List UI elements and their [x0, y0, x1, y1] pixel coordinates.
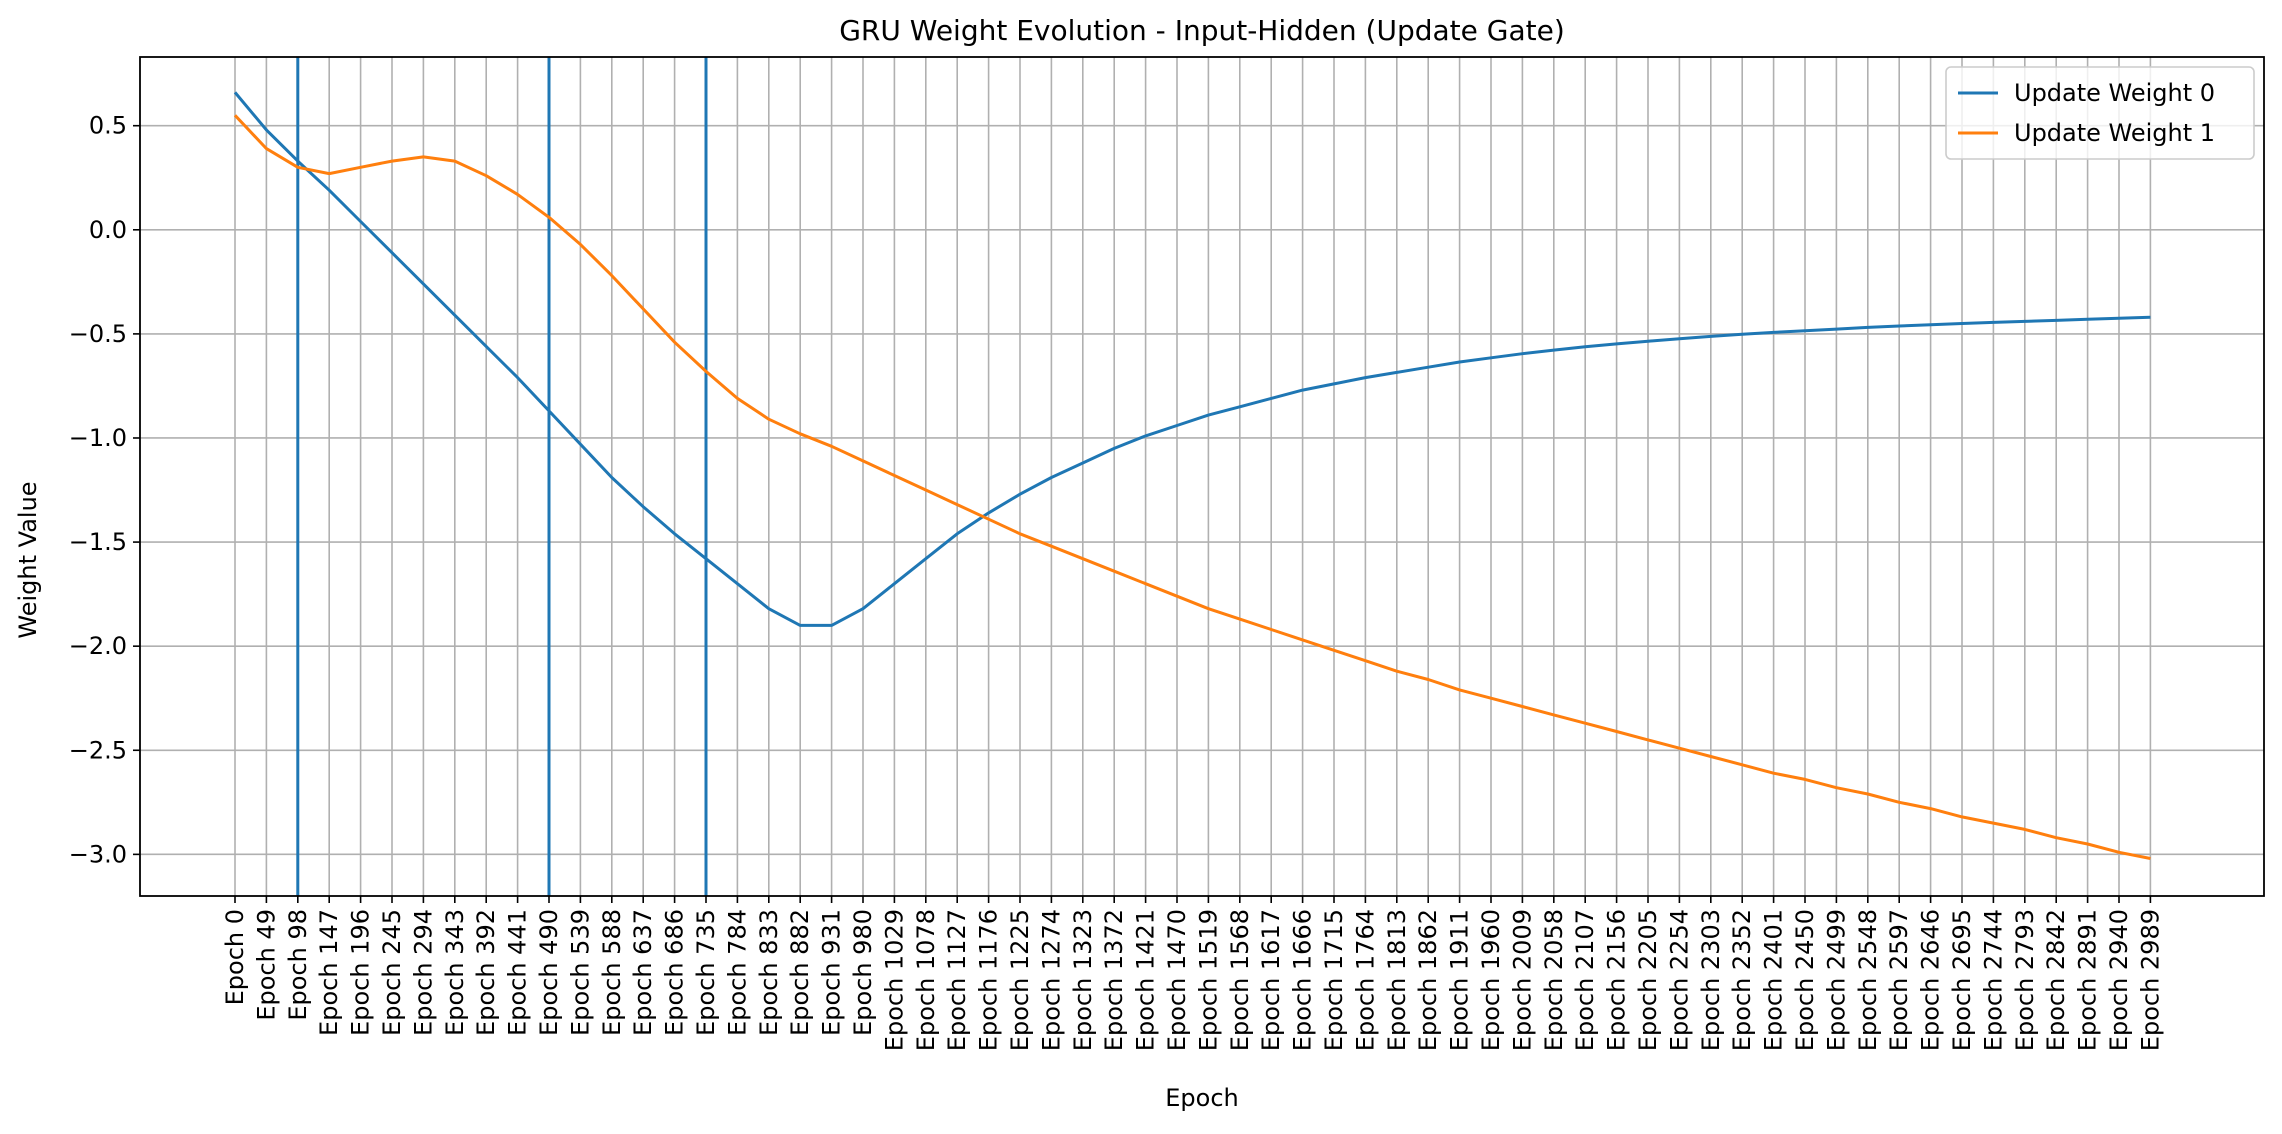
- x-tick-label: Epoch 1666: [1289, 909, 1317, 1051]
- y-tick-label: −0.5: [69, 320, 127, 348]
- x-tick-label: Epoch 2254: [1665, 909, 1693, 1051]
- x-tick-label: Epoch 2303: [1697, 909, 1725, 1051]
- x-tick-label: Epoch 2548: [1854, 909, 1882, 1051]
- x-tick-label: Epoch 2450: [1791, 909, 1819, 1051]
- x-tick-label: Epoch 2597: [1885, 909, 1913, 1051]
- x-tick-label: Epoch 392: [472, 909, 500, 1036]
- x-tick-label: Epoch 1813: [1383, 909, 1411, 1051]
- series-layer: [233, 91, 2151, 860]
- x-tick-label: Epoch 1078: [912, 909, 940, 1051]
- x-tick-label: Epoch 1225: [1006, 909, 1034, 1051]
- x-tick-label: Epoch 2205: [1634, 909, 1662, 1051]
- x-tick-label: Epoch 1323: [1069, 909, 1097, 1051]
- x-tick-label: Epoch 2401: [1760, 909, 1788, 1051]
- x-tick-label: Epoch 1176: [975, 909, 1003, 1051]
- y-axis-label: Weight Value: [14, 481, 42, 638]
- y-tick-label: −1.5: [69, 528, 127, 556]
- y-tick-label: −2.0: [69, 632, 127, 660]
- x-tick-label: Epoch 2646: [1917, 909, 1945, 1051]
- axes: Epoch 0 Epoch 49 Epoch 98 Epoch 147 Epoch 19…: [69, 56, 2265, 1051]
- x-tick-label: Epoch 2058: [1540, 909, 1568, 1051]
- x-tick-label: Epoch 2744: [1979, 909, 2007, 1051]
- x-tick-label: Epoch 2940: [2105, 909, 2133, 1051]
- y-tick-label: −1.0: [69, 424, 127, 452]
- x-tick-label: Epoch 2989: [2136, 909, 2164, 1051]
- x-tick-label: Epoch 2842: [2042, 909, 2070, 1051]
- x-tick-label: Epoch 833: [755, 909, 783, 1036]
- series-line-0: [233, 91, 2151, 627]
- x-tick-label: Epoch 1617: [1257, 909, 1285, 1051]
- legend-label: Update Weight 1: [2014, 119, 2215, 147]
- x-tick-label: Epoch 1911: [1446, 909, 1474, 1051]
- x-tick-label: Epoch 2352: [1728, 909, 1756, 1051]
- x-tick-label: Epoch 882: [786, 909, 814, 1036]
- x-axis-label: Epoch: [1165, 1084, 1239, 1112]
- x-tick-label: Epoch 1568: [1226, 909, 1254, 1051]
- legend: Update Weight 0 Update Weight 1: [1945, 66, 2255, 160]
- x-tick-label: Epoch 637: [629, 909, 657, 1036]
- x-tick-label: Epoch 245: [378, 909, 406, 1036]
- y-tick-label: 0.5: [89, 112, 127, 140]
- x-tick-label: Epoch 588: [598, 909, 626, 1036]
- x-tick-label: Epoch 735: [692, 909, 720, 1036]
- x-tick-label: Epoch 441: [504, 909, 532, 1036]
- x-tick-label: Epoch 1372: [1100, 909, 1128, 1051]
- x-tick-label: Epoch 686: [661, 909, 689, 1036]
- x-tick-label: Epoch 196: [347, 909, 375, 1036]
- x-tick-label: Epoch 1470: [1163, 909, 1191, 1051]
- x-tick-label: Epoch 294: [409, 909, 437, 1036]
- y-tick-label: −3.0: [69, 840, 127, 868]
- y-tick-label: 0.0: [89, 216, 127, 244]
- x-tick-label: Epoch 2499: [1822, 909, 1850, 1051]
- x-tick-label: Epoch 1127: [943, 909, 971, 1051]
- y-tick-label: −2.5: [69, 736, 127, 764]
- x-tick-label: Epoch 2891: [2074, 909, 2102, 1051]
- x-tick-label: Epoch 1029: [880, 909, 908, 1051]
- legend-label: Update Weight 0: [2014, 79, 2215, 107]
- x-tick-label: Epoch 2793: [2011, 909, 2039, 1051]
- chart-title: GRU Weight Evolution - Input-Hidden (Upd…: [839, 14, 1565, 47]
- x-tick-label: Epoch 2156: [1603, 909, 1631, 1051]
- x-tick-label: Epoch 343: [441, 909, 469, 1036]
- x-tick-label: Epoch 784: [723, 909, 751, 1036]
- x-tick-label: Epoch 1274: [1037, 909, 1065, 1051]
- series-line-1: [233, 114, 2151, 860]
- x-tick-label: Epoch 1960: [1477, 909, 1505, 1051]
- marker-lines: [296, 57, 708, 896]
- x-tick-label: Epoch 2009: [1508, 909, 1536, 1051]
- legend-box: [1945, 66, 2255, 160]
- x-tick-label: Epoch 0: [221, 909, 249, 1005]
- x-tick-label: Epoch 2107: [1571, 909, 1599, 1051]
- x-tick-label: Epoch 1862: [1414, 909, 1442, 1051]
- x-tick-label: Epoch 1519: [1194, 909, 1222, 1051]
- x-tick-label: Epoch 1764: [1351, 909, 1379, 1051]
- x-tick-label: Epoch 98: [284, 909, 312, 1021]
- x-tick-label: Epoch 980: [849, 909, 877, 1036]
- x-tick-label: Epoch 931: [818, 909, 846, 1036]
- x-tick-label: Epoch 1421: [1132, 909, 1160, 1051]
- x-tick-label: Epoch 147: [315, 909, 343, 1036]
- plot-frame: [139, 56, 2265, 897]
- x-tick-label: Epoch 2695: [1948, 909, 1976, 1051]
- x-tick-label: Epoch 1715: [1320, 909, 1348, 1051]
- x-tick-label: Epoch 49: [252, 909, 280, 1021]
- x-tick-label: Epoch 539: [566, 909, 594, 1036]
- x-tick-label: Epoch 490: [535, 909, 563, 1036]
